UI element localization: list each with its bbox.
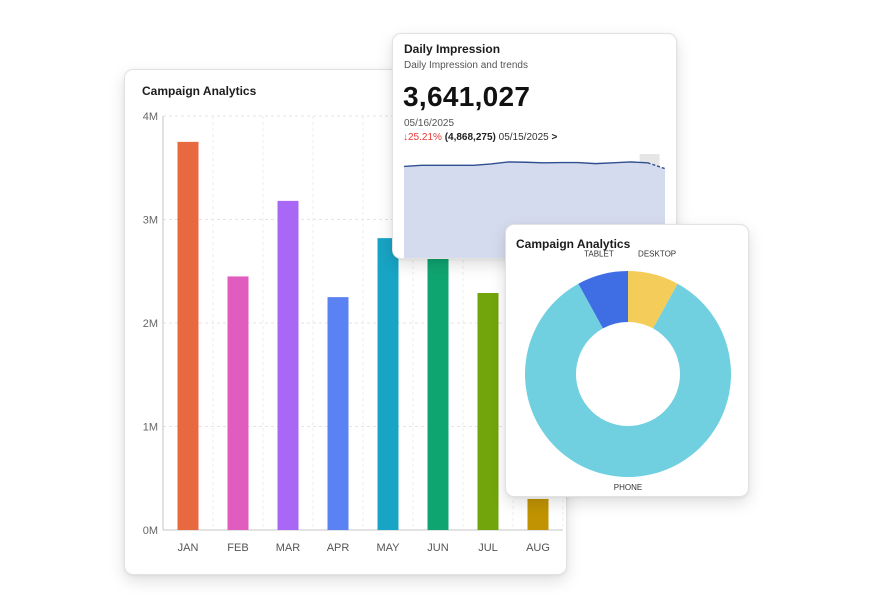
donut-chart: DESKTOP PHONE TABLET <box>525 250 731 492</box>
impression-value: 3,641,027 <box>403 81 531 112</box>
y-tick-label: 3M <box>143 215 158 227</box>
x-tick-label: MAR <box>276 542 301 554</box>
x-tick-label: FEB <box>227 542 248 554</box>
slice-label: DESKTOP <box>638 250 676 259</box>
bar-jan <box>177 141 199 530</box>
slice-label: PHONE <box>614 483 642 492</box>
campaign-analytics-donut-card: Campaign Analytics DESKTOP PHONE TABLET <box>505 224 749 497</box>
impression-subtitle: Daily Impression and trends <box>404 60 528 71</box>
bar-jul <box>477 292 499 530</box>
slice-phone <box>525 283 731 477</box>
change-percent: 25.21% <box>408 132 442 143</box>
y-tick-label: 2M <box>143 318 158 330</box>
bar-card-title: Campaign Analytics <box>142 84 257 98</box>
bar-aug <box>527 498 549 530</box>
down-arrow-icon: ↓ <box>403 132 408 143</box>
previous-date: 05/15/2025 <box>498 132 549 143</box>
bar-jun <box>427 250 449 531</box>
bar-mar <box>277 200 299 530</box>
bar-apr <box>327 297 349 530</box>
x-tick-label: JUL <box>478 542 498 554</box>
bar-chart: 0M 1M 2M 3M 4M JAN FEB MAR APR MAY JUN JUL AUG <box>143 111 564 554</box>
slice-desktop <box>628 271 678 329</box>
impression-card-title: Daily Impression <box>404 42 501 56</box>
slice-tablet <box>578 271 628 329</box>
impression-line <box>403 161 648 168</box>
x-tick-label: MAY <box>376 542 400 554</box>
x-tick-label: JAN <box>178 542 199 554</box>
y-tick-label: 0M <box>143 525 158 537</box>
pie-card-title: Campaign Analytics <box>516 237 631 251</box>
impression-date: 05/16/2025 <box>404 118 455 129</box>
bar-may <box>377 238 399 530</box>
impression-change: ↓25.21% (4,868,275) 05/15/2025 > <box>403 132 557 143</box>
impression-line-forecast <box>647 162 666 170</box>
y-tick-label: 4M <box>143 111 158 123</box>
x-tick-label: APR <box>327 542 350 554</box>
x-tick-label: AUG <box>526 542 550 554</box>
y-tick-label: 1M <box>143 422 158 434</box>
previous-value: (4,868,275) <box>444 132 496 143</box>
slice-label: TABLET <box>584 250 614 259</box>
chevron-right-icon[interactable]: > <box>551 132 558 143</box>
bar-feb <box>227 276 249 530</box>
x-tick-label: JUN <box>427 542 448 554</box>
